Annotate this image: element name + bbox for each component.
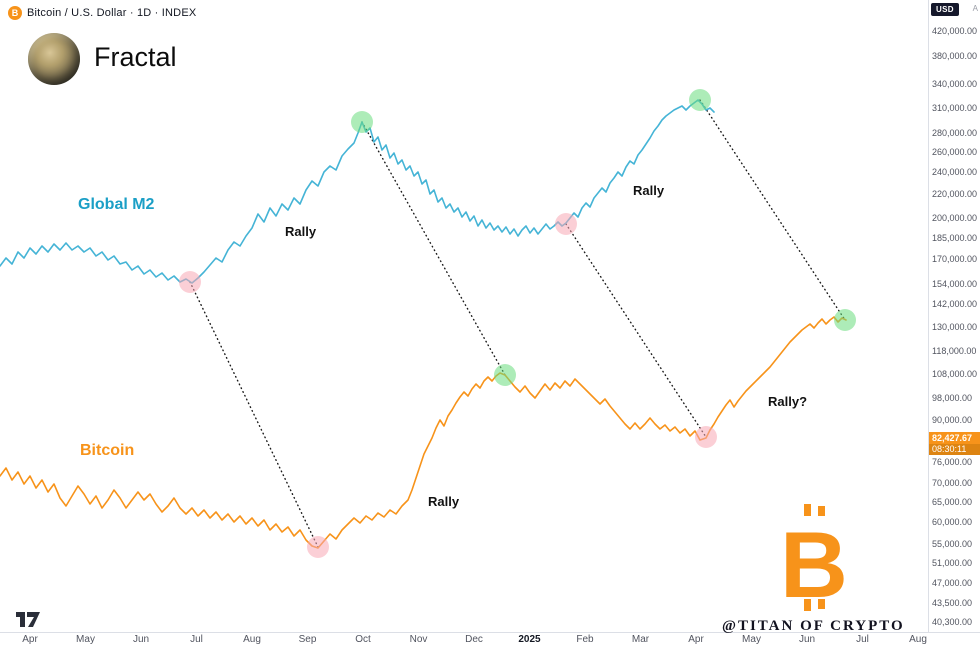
price-tick: 130,000.00: [932, 321, 978, 332]
price-tick: 170,000.00: [932, 254, 978, 265]
price-tick: 90,000.00: [932, 414, 973, 425]
green-marker: [689, 89, 711, 111]
fractal-connector-line: [189, 281, 319, 548]
green-marker: [351, 111, 373, 133]
series-line-global-m2: [0, 99, 715, 284]
global-m2-label: Global M2: [78, 196, 155, 213]
bitcoin-label: Bitcoin: [80, 442, 135, 459]
marker-circles-group: [179, 89, 856, 558]
time-tick: Aug: [909, 634, 927, 645]
time-tick: May: [742, 634, 761, 645]
pink-marker: [695, 426, 717, 448]
price-tick: 55,000.00: [932, 538, 973, 549]
price-tick: 65,000.00: [932, 496, 973, 507]
price-tick: 60,000.00: [932, 516, 973, 527]
price-tick: 420,000.00: [932, 26, 978, 36]
page-title: Fractal: [94, 42, 177, 72]
price-tick: 51,000.00: [932, 557, 973, 568]
currency-unit-badge: USD: [931, 3, 959, 16]
price-tick: 108,000.00: [932, 368, 978, 379]
price-tick: 185,000.00: [932, 232, 978, 243]
pink-marker: [555, 213, 577, 235]
pink-marker: [307, 536, 329, 558]
fractal-connector-line: [361, 121, 506, 376]
price-tick: 70,000.00: [932, 477, 973, 488]
pink-marker: [179, 271, 201, 293]
rally-annotation: Rally: [633, 183, 665, 198]
watermark: B @TITAN OF CRYPTO: [722, 503, 905, 635]
price-tick: 310,000.00: [932, 102, 978, 113]
price-tick: 340,000.00: [932, 79, 978, 90]
time-tick: Mar: [631, 634, 650, 645]
time-tick: Aug: [243, 634, 261, 645]
last-price-value: 82,427.67: [929, 431, 980, 444]
plot-svg: [0, 89, 856, 558]
price-tick: 118,000.00: [932, 346, 977, 357]
green-marker: [834, 309, 856, 331]
time-axis[interactable]: Apr May Jun Jul Aug Sep Oct Nov Dec 2025 Feb Mar Apr…: [0, 632, 980, 646]
price-tick: 280,000.00: [932, 128, 978, 139]
fractal-connector-line: [565, 223, 707, 438]
price-tick: 200,000.00: [932, 213, 978, 224]
bitcoin-watermark-icon: B: [780, 504, 848, 617]
time-tick: Jul: [190, 634, 203, 645]
price-tick: 260,000.00: [932, 146, 978, 157]
series-lines-group: [0, 99, 847, 549]
bar-countdown: 08:30:11: [929, 443, 980, 455]
price-tick: 43,500.00: [932, 597, 973, 608]
time-tick: May: [76, 634, 95, 645]
price-tick: 47,000.00: [932, 578, 973, 589]
price-tick: 220,000.00: [932, 189, 978, 200]
price-tick: 142,000.00: [932, 299, 978, 310]
fractal-connector-line: [699, 99, 846, 321]
symbol-header[interactable]: B Bitcoin / U.S. Dollar · 1D · INDEX: [8, 6, 196, 20]
series-line-bitcoin: [0, 316, 847, 549]
watermark-handle: @TITAN OF CRYPTO: [722, 618, 905, 634]
time-tick: Oct: [355, 634, 371, 645]
price-tick: 76,000.00: [932, 457, 973, 468]
time-tick: Jun: [132, 634, 150, 645]
time-tick: Apr: [22, 634, 38, 645]
time-tick: Jun: [798, 634, 816, 645]
time-tick: Dec: [465, 634, 483, 645]
time-tick: Apr: [688, 634, 704, 645]
svg-text:B: B: [780, 512, 848, 613]
price-tick: 40,300.00: [932, 617, 973, 628]
time-tick: 2025: [518, 634, 541, 645]
rally-annotation: Rally: [285, 224, 317, 239]
price-tick: 98,000.00: [932, 393, 973, 404]
tradingview-logo[interactable]: [16, 612, 40, 627]
price-tick: 240,000.00: [932, 167, 978, 178]
rally-annotation: Rally: [428, 494, 460, 509]
price-tick: 380,000.00: [932, 51, 978, 62]
green-marker: [494, 364, 516, 386]
price-axis[interactable]: USD A 420,000.00 380,000.00 340,000.00 310,…: [928, 0, 980, 632]
time-tick: Nov: [409, 634, 428, 645]
bitcoin-icon: B: [8, 6, 22, 20]
profile-avatar: [28, 33, 80, 85]
last-price-badge: 82,427.67 08:30:11: [929, 431, 980, 455]
symbol-title: Bitcoin / U.S. Dollar · 1D · INDEX: [27, 7, 197, 19]
connector-lines-group: [189, 99, 846, 548]
chart-plot[interactable]: [0, 0, 928, 632]
time-tick: Jul: [856, 634, 869, 645]
rally-annotation: Rally?: [768, 394, 808, 409]
time-tick: Sep: [298, 634, 317, 645]
price-tick: 154,000.00: [932, 279, 978, 290]
time-tick: Feb: [576, 634, 594, 645]
axis-corner-label: A: [972, 4, 978, 13]
